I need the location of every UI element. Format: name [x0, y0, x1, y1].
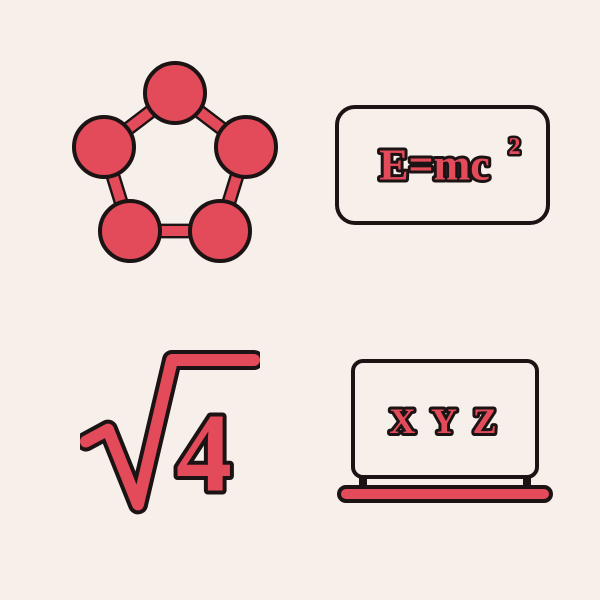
svg-text:2: 2 — [509, 134, 521, 160]
laptop-xyz-icon: X Y ZX Y Z — [335, 355, 555, 505]
square-root-icon: 44 — [80, 348, 260, 518]
svg-text:E=mc: E=mc — [379, 141, 490, 190]
svg-text:X Y Z: X Y Z — [389, 401, 500, 441]
svg-text:4: 4 — [176, 391, 232, 515]
icon-grid: E=mcE=mc22 44 X Y ZX Y Z — [0, 0, 600, 600]
molecule-icon — [70, 55, 280, 285]
emc2-formula-icon: E=mcE=mc22 — [335, 105, 550, 225]
